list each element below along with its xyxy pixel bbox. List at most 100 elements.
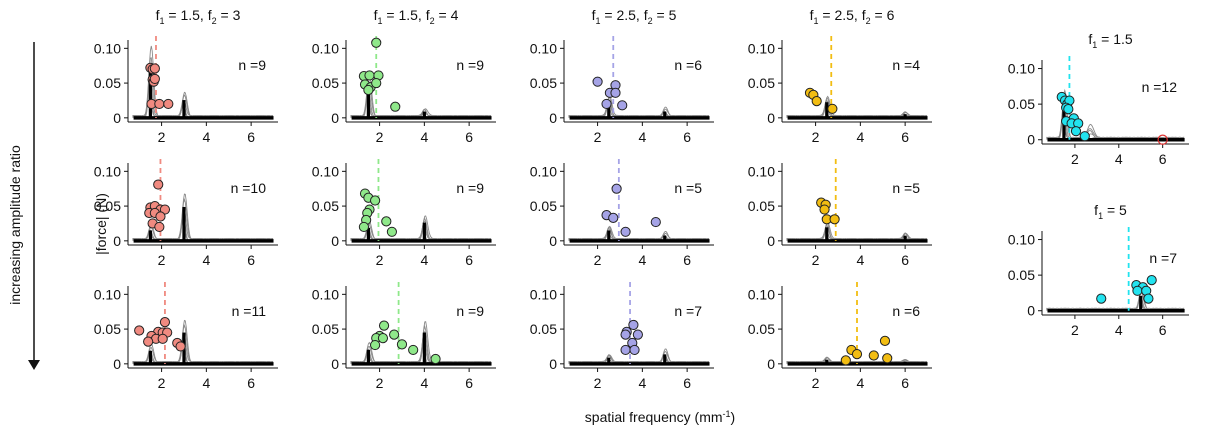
title-part: 2 xyxy=(212,16,217,26)
x-tick-label: 2 xyxy=(812,129,820,145)
data-point xyxy=(617,100,628,111)
panel-11: 0 0.05 0.10 2 4 6 n =6 xyxy=(748,282,932,391)
n-label: n =4 xyxy=(892,57,920,73)
data-point xyxy=(632,329,643,340)
mean-spectrum-peak xyxy=(607,101,611,118)
y-tick-label: 0.05 xyxy=(312,75,339,91)
data-point xyxy=(370,195,381,206)
data-point xyxy=(1079,131,1090,142)
data-point xyxy=(601,98,612,110)
side-title-0: f1 = 1.5 xyxy=(1088,31,1133,50)
title-part: = 5 xyxy=(1103,202,1127,218)
y-tick-label: 0.05 xyxy=(530,198,557,214)
mean-spectrum-peak xyxy=(182,206,186,241)
panel-6: 0 0.05 0.10 2 4 6 n =5 xyxy=(530,159,714,268)
title-part: f xyxy=(1094,202,1098,218)
y-tick-label: 0 xyxy=(331,110,339,126)
n-label: n =6 xyxy=(674,57,702,73)
title-part: f xyxy=(374,7,378,23)
panel-3: 0 0.05 0.10 2 4 6 n =4 xyxy=(748,36,932,145)
panels-layer: 0 0.05 0.10 2 4 6 n =9 0 0.05 0.10 2 4 6 n =9 0 0.05 0.1… xyxy=(94,36,1189,391)
spectrum-trace xyxy=(1046,291,1185,311)
y-tick-label: 0 xyxy=(331,233,339,249)
x-tick-label: 2 xyxy=(594,375,602,391)
x-tick-label: 6 xyxy=(683,252,691,268)
y-tick-label: 0.10 xyxy=(530,163,557,179)
data-point xyxy=(819,204,830,215)
n-label: n =10 xyxy=(231,180,267,196)
data-point xyxy=(610,87,621,98)
mean-spectrum-peak xyxy=(903,114,907,118)
x-tick-label: 6 xyxy=(465,252,473,268)
x-tick-label: 4 xyxy=(420,375,428,391)
x-tick-label: 6 xyxy=(901,252,909,268)
x-tick-label: 2 xyxy=(158,129,166,145)
n-label: n =5 xyxy=(674,180,702,196)
mean-spectrum-peak xyxy=(607,230,611,241)
mean-spectrum-peak xyxy=(903,361,907,364)
data-point xyxy=(381,216,392,227)
x-tick-label: 2 xyxy=(158,375,166,391)
panel-7: 0 0.05 0.10 2 4 6 n =5 xyxy=(748,159,932,268)
y-tick-label: 0.05 xyxy=(94,321,121,337)
y-tick-label: 0.10 xyxy=(530,40,557,56)
data-point xyxy=(134,325,145,336)
title-part: = 3 xyxy=(217,7,241,23)
x-tick-label: 2 xyxy=(376,129,384,145)
data-point xyxy=(175,341,186,352)
mean-spectrum-peak xyxy=(663,354,667,364)
column-title-2: f1 = 2.5, f2 = 5 xyxy=(592,7,677,26)
x-tick-label: 4 xyxy=(420,129,428,145)
y-tick-label: 0 xyxy=(331,356,339,372)
title-part: 1 xyxy=(814,16,819,26)
x-tick-label: 4 xyxy=(856,252,864,268)
title-part: = 2.5, f xyxy=(601,7,648,23)
mean-spectrum-peak xyxy=(422,332,426,364)
x-tick-label: 2 xyxy=(158,252,166,268)
mean-spectrum-peak xyxy=(607,357,611,364)
data-point xyxy=(620,226,631,237)
data-point xyxy=(154,221,165,233)
x-tick-label: 2 xyxy=(1071,151,1079,167)
panel-2: 0 0.05 0.10 2 4 6 n =6 xyxy=(530,36,714,145)
side-axis-label: increasing amplitude ratio xyxy=(7,145,23,305)
title-part: f xyxy=(1088,31,1092,47)
x-tick-label: 4 xyxy=(420,252,428,268)
panel-1: 0 0.05 0.10 2 4 6 n =9 xyxy=(312,36,496,145)
spectrum-trace xyxy=(568,94,710,118)
data-point xyxy=(1096,293,1107,304)
x-tick-label: 2 xyxy=(812,375,820,391)
title-part: 1 xyxy=(378,16,383,26)
x-tick-label: 4 xyxy=(856,375,864,391)
title-part: 2 xyxy=(430,16,435,26)
spectrum-trace xyxy=(568,96,710,118)
x-axis-label: spatial frequency (mm-1) xyxy=(585,409,735,425)
data-point xyxy=(154,98,165,110)
mean-spectrum-peak xyxy=(148,66,152,118)
title-part: 1 xyxy=(160,16,165,26)
data-point xyxy=(371,77,382,89)
title-part: = 1.5 xyxy=(1097,31,1133,47)
column-titles: f1 = 1.5, f2 = 3 f1 = 1.5, f2 = 4 f1 = 2.5… xyxy=(156,7,1133,221)
panel-10: 0 0.05 0.10 2 4 6 n =7 xyxy=(530,282,714,391)
y-tick-label: 0.05 xyxy=(1008,96,1035,112)
y-tick-label: 0 xyxy=(767,233,775,249)
data-point xyxy=(879,335,891,346)
x-tick-label: 6 xyxy=(683,375,691,391)
spectrum-trace xyxy=(1046,288,1185,311)
n-label: n =5 xyxy=(892,180,920,196)
data-point xyxy=(650,216,661,228)
mean-spectrum-peak xyxy=(825,102,829,118)
panel-12: 0 0.05 0.10 2 4 6 n =12 xyxy=(1008,56,1189,167)
y-tick-label: 0.10 xyxy=(748,163,775,179)
y-tick-label: 0.10 xyxy=(94,286,121,302)
data-point xyxy=(153,179,164,190)
data-point xyxy=(371,37,382,48)
x-tick-label: 2 xyxy=(594,129,602,145)
data-point xyxy=(829,214,840,225)
y-tick-label: 0.10 xyxy=(748,286,775,302)
y-tick-label: 0.05 xyxy=(748,198,775,214)
x-tick-label: 4 xyxy=(202,252,210,268)
x-tick-label: 4 xyxy=(638,375,646,391)
panel-4: 0 0.05 0.10 2 4 6 n =10 xyxy=(94,159,278,268)
